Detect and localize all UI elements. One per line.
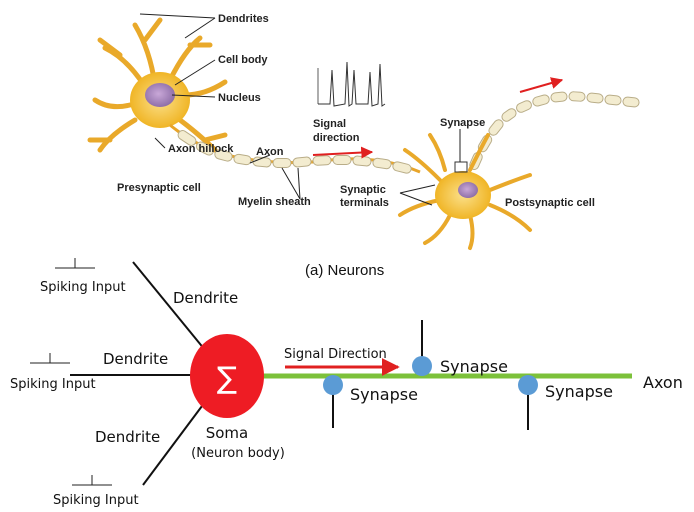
myelin-segment bbox=[516, 100, 532, 113]
myelin-segment bbox=[532, 94, 550, 107]
spiking-input-2: Spiking Input bbox=[10, 377, 96, 392]
postsynaptic-axon bbox=[469, 91, 640, 170]
soma-circle bbox=[190, 334, 264, 418]
dendrite-label-2: Dendrite bbox=[103, 350, 168, 368]
synapse-node-2 bbox=[412, 356, 432, 376]
label-presynaptic-cell: Presynaptic cell bbox=[117, 182, 201, 194]
synapse-label-2: Synapse bbox=[440, 357, 508, 376]
model-diagram: ∑ Spiking Input Spiking Input Spiking In… bbox=[10, 258, 683, 508]
myelin-segment bbox=[372, 157, 392, 170]
label-postsynaptic-cell: Postsynaptic cell bbox=[505, 197, 595, 209]
myelin-segment bbox=[292, 156, 312, 168]
label-nucleus: Nucleus bbox=[218, 92, 261, 104]
synapse-label-1: Synapse bbox=[350, 385, 418, 404]
myelin-segment bbox=[177, 130, 197, 146]
neuron-illustration: Dendrites Cell body Nucleus Axon hillock… bbox=[87, 13, 640, 279]
leader-lines bbox=[139, 13, 461, 206]
postsynaptic-dendrites bbox=[398, 133, 532, 250]
dendrite-label-1: Dendrite bbox=[173, 289, 238, 307]
myelin-segment bbox=[392, 161, 412, 174]
signal-direction-arrow-top bbox=[312, 146, 374, 159]
myelin-segment bbox=[586, 92, 604, 104]
myelin-segment bbox=[352, 155, 372, 167]
label-cell-body: Cell body bbox=[218, 54, 268, 66]
myelin-segment bbox=[622, 96, 640, 108]
label-myelin-sheath: Myelin sheath bbox=[238, 196, 311, 208]
soma-label: Soma bbox=[206, 424, 249, 442]
spiking-input-1: Spiking Input bbox=[40, 280, 126, 295]
label-dendrites: Dendrites bbox=[218, 13, 269, 25]
signal-direction-arrow-postsynaptic bbox=[519, 77, 564, 93]
myelin-segment bbox=[195, 141, 215, 156]
myelin-segment bbox=[501, 108, 517, 122]
myelin-segment bbox=[312, 155, 332, 166]
label-signal-direction-2: direction bbox=[313, 132, 360, 144]
axon-label: Axon bbox=[643, 373, 683, 392]
spike-trace bbox=[317, 61, 386, 107]
label-synaptic-terminals-1: Synaptic bbox=[340, 184, 386, 196]
spiking-input-3: Spiking Input bbox=[53, 493, 139, 508]
myelin-segment bbox=[568, 91, 586, 102]
myelin-segment bbox=[272, 158, 292, 168]
signal-direction-label: Signal Direction bbox=[284, 347, 387, 362]
caption-neurons: (a) Neurons bbox=[305, 262, 384, 279]
myelin-segment bbox=[214, 149, 233, 162]
synapse-node-3 bbox=[518, 375, 538, 395]
presynaptic-nucleus bbox=[145, 83, 175, 107]
dendrite-label-3: Dendrite bbox=[95, 428, 160, 446]
synapse-label-3: Synapse bbox=[545, 382, 613, 401]
myelin-segment bbox=[332, 155, 352, 165]
synapse-box bbox=[454, 161, 468, 173]
label-synaptic-terminals-2: terminals bbox=[340, 197, 389, 209]
label-signal-direction-1: Signal bbox=[313, 118, 346, 130]
soma-symbol: ∑ bbox=[217, 361, 237, 396]
myelin-segment bbox=[604, 94, 622, 106]
myelin-segment bbox=[488, 119, 504, 136]
label-axon: Axon bbox=[256, 146, 284, 158]
dendrite-lines bbox=[70, 261, 206, 486]
soma-sublabel: (Neuron body) bbox=[191, 446, 285, 461]
myelin-segment bbox=[550, 91, 568, 103]
spike-ticks bbox=[30, 258, 112, 486]
synapse-stems bbox=[332, 320, 529, 430]
synapse-node-1 bbox=[323, 375, 343, 395]
myelinated-axon bbox=[169, 123, 421, 174]
label-axon-hillock: Axon hillock bbox=[168, 143, 234, 155]
myelin-sheath-segments bbox=[177, 130, 412, 174]
myelin-segment bbox=[233, 153, 252, 166]
label-synapse-top: Synapse bbox=[440, 117, 485, 129]
postsynaptic-nucleus bbox=[458, 182, 478, 198]
